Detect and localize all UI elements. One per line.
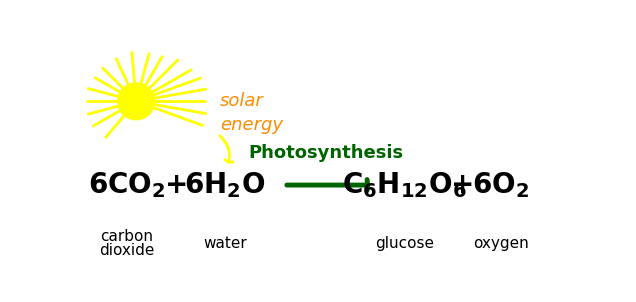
Text: water: water [203, 236, 247, 251]
Text: $\mathbf{6O_2}$: $\mathbf{6O_2}$ [473, 170, 529, 200]
Text: dioxide: dioxide [99, 243, 154, 258]
Text: $\mathbf{6CO_2}$: $\mathbf{6CO_2}$ [88, 170, 165, 200]
Text: solar: solar [220, 92, 264, 110]
Text: $\mathbf{6H_2O}$: $\mathbf{6H_2O}$ [184, 170, 266, 200]
Text: glucose: glucose [375, 236, 434, 251]
Text: energy: energy [220, 116, 283, 133]
Text: carbon: carbon [100, 229, 153, 244]
Ellipse shape [117, 82, 155, 120]
Text: $\mathbf{C_6H_{12}O_6}$: $\mathbf{C_6H_{12}O_6}$ [342, 170, 467, 200]
Text: $\mathbf{+}$: $\mathbf{+}$ [165, 171, 187, 199]
Text: Photosynthesis: Photosynthesis [249, 143, 403, 162]
Text: $\mathbf{+}$: $\mathbf{+}$ [450, 171, 473, 199]
Text: oxygen: oxygen [473, 236, 529, 251]
